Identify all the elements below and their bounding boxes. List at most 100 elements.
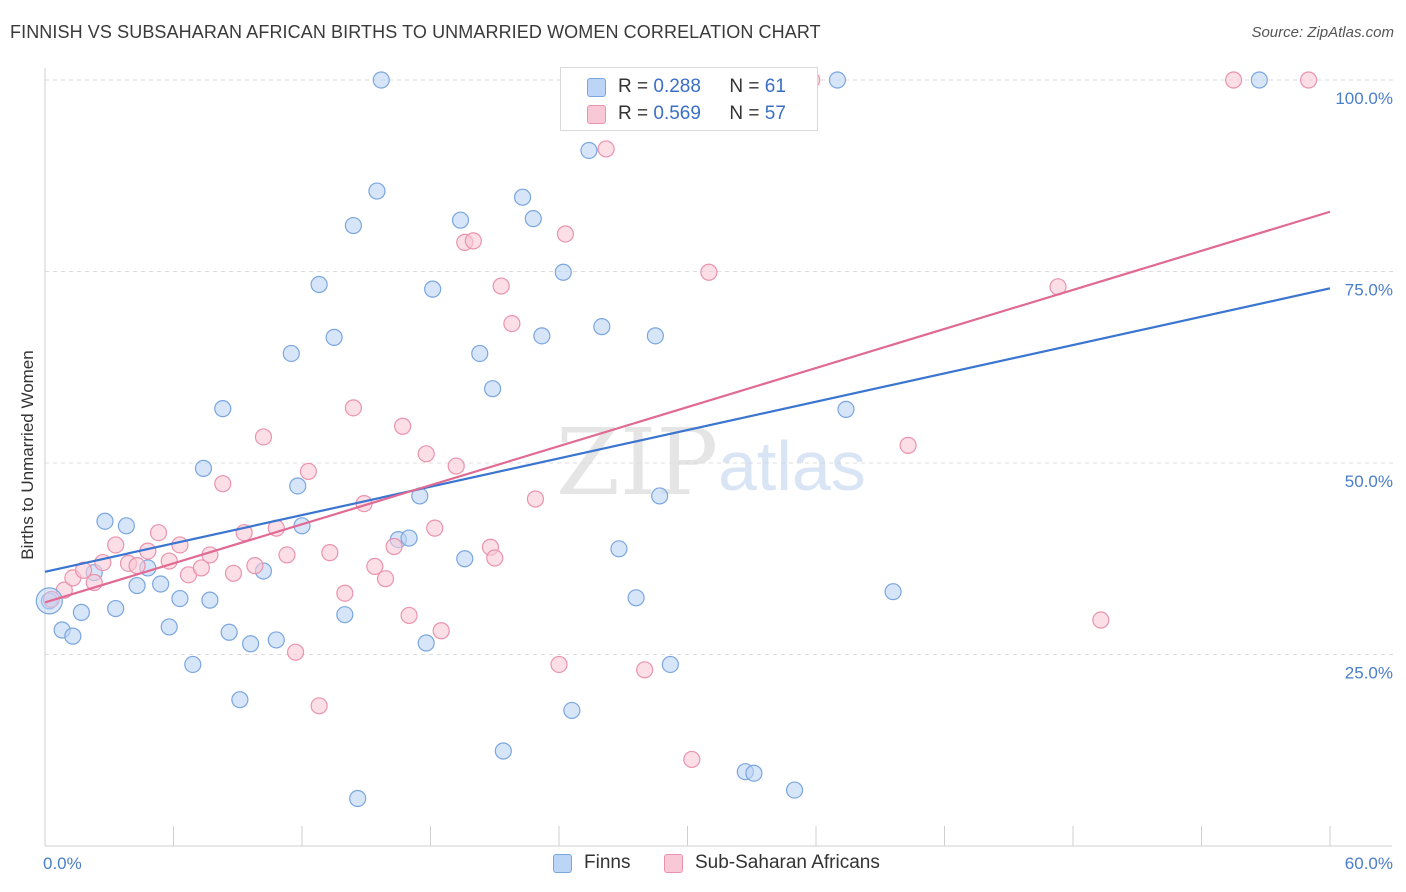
legend-row-africans: R = 0.569 N = 57 [587, 102, 786, 126]
africans-point [432, 622, 450, 640]
africans-point [171, 536, 189, 554]
finns-point [471, 344, 489, 363]
r-value: 0.569 [653, 103, 701, 124]
y-tick-label: 100.0% [1335, 89, 1393, 108]
finns-point [96, 512, 114, 530]
stats-legend: R = 0.288 N = 61 R = 0.569 N = 57 [560, 67, 818, 131]
finns-point [282, 344, 300, 363]
africans-point [400, 606, 418, 625]
finns-point [785, 781, 804, 799]
finns-point [417, 634, 435, 652]
africans-point [1299, 71, 1318, 89]
y-tick-label: 25.0% [1345, 664, 1393, 683]
source-label: Source: ZipAtlas.com [1251, 24, 1394, 41]
finns-point [837, 400, 855, 418]
finns-point [745, 764, 763, 782]
axes [44, 68, 1392, 847]
r-label: R = [618, 76, 649, 97]
finns-point [533, 327, 551, 345]
finns-point [513, 188, 532, 206]
finns-point [310, 275, 328, 294]
finns-point [484, 380, 502, 398]
r-value: 0.288 [653, 76, 701, 97]
n-value: 61 [764, 76, 786, 97]
y-tick-label: 75.0% [1345, 281, 1393, 300]
africans-point [486, 549, 504, 567]
finns-point [651, 487, 669, 505]
africans-point [366, 557, 384, 576]
africans-point [376, 570, 395, 588]
africans-point [492, 277, 510, 295]
finns-point [231, 691, 249, 709]
finns-point [554, 263, 572, 281]
n-label: N = [729, 103, 760, 124]
finns-point [1250, 71, 1268, 89]
africans-point [310, 697, 328, 715]
n-value: 57 [764, 103, 786, 124]
finns-point [152, 575, 170, 593]
africans-point [246, 557, 264, 575]
legend-row-finns: R = 0.288 N = 61 [587, 75, 786, 99]
finns-point [184, 655, 202, 674]
finns-point [201, 591, 219, 609]
africans-point [597, 140, 615, 158]
africans-point [426, 519, 444, 537]
watermark-zip: ZIP [556, 409, 718, 516]
africans-point [464, 232, 482, 250]
finns-point [242, 635, 260, 653]
y-axis-title: Births to Unmarried Women [18, 350, 37, 559]
finns-point [117, 517, 135, 535]
africans-point [503, 314, 521, 333]
finns-point [372, 71, 390, 89]
finns-point [400, 529, 418, 547]
trend-lines [44, 210, 1331, 604]
africans-point [1092, 611, 1110, 629]
finns-point [107, 599, 125, 618]
finns-point [128, 576, 146, 595]
tick-labels: 25.0% 50.0% 75.0% 100.0% 0.0% 60.0% [43, 89, 1393, 873]
finns-point [344, 216, 362, 235]
africans-point [214, 475, 232, 493]
data-points [35, 71, 1318, 808]
africans-point [299, 462, 318, 481]
finns-point [646, 327, 664, 345]
africans-point [550, 655, 568, 674]
series-legend: Finns Sub-Saharan Africans [0, 852, 1406, 878]
africans-point [107, 536, 125, 554]
finns-point [494, 742, 512, 760]
africans-point [192, 559, 210, 577]
finns-label: Finns [584, 852, 631, 873]
africans-point [899, 436, 917, 454]
finns-point [214, 400, 232, 418]
finns-point [451, 211, 470, 229]
finns-point [593, 318, 611, 336]
africans-point [556, 225, 575, 243]
finns-swatch [587, 77, 606, 97]
africans-point [683, 750, 701, 769]
finns-point [336, 606, 354, 624]
n-label: N = [729, 76, 760, 97]
africans-trend-line [44, 210, 1331, 604]
finns-point [72, 603, 91, 621]
africans-swatch [664, 853, 683, 873]
x-tick-label: 60.0% [1345, 854, 1393, 873]
finns-point [267, 631, 285, 649]
y-tick-label: 50.0% [1345, 472, 1393, 491]
watermark: ZIP atlas [556, 409, 866, 516]
finns-point [661, 655, 679, 674]
finns-point [368, 182, 386, 200]
watermark-atlas: atlas [718, 427, 866, 505]
finns-point [563, 701, 581, 720]
africans-point [128, 557, 146, 575]
finns-swatch [553, 853, 572, 873]
finns-point [160, 618, 178, 636]
finns-point [627, 589, 645, 607]
finns-point [349, 789, 367, 808]
finns-point [580, 141, 598, 160]
finns-point [524, 210, 542, 228]
africans-point [1225, 71, 1243, 89]
africans-point [447, 457, 465, 475]
finns-point [194, 459, 213, 477]
africans-point [417, 445, 435, 463]
